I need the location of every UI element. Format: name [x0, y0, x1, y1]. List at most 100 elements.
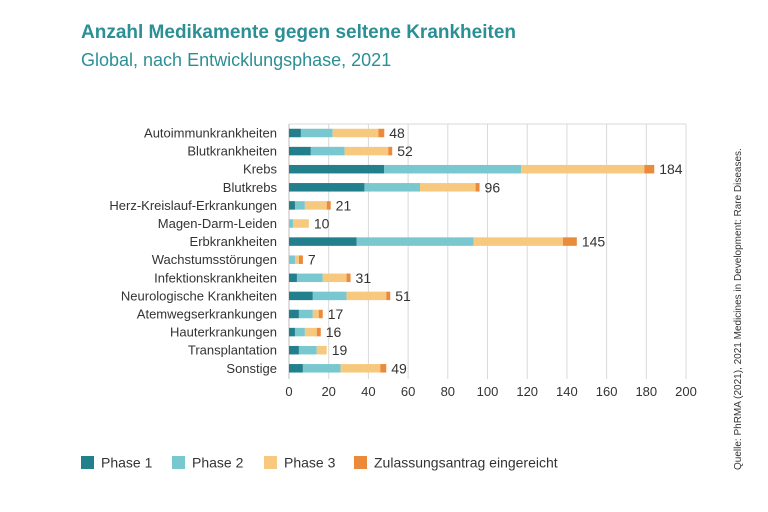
- bar-segment: [312, 309, 319, 319]
- x-axis-ticks: 0 20 40 60 80 100 120 140 160 180 200: [285, 384, 696, 399]
- bar-segment: [289, 309, 299, 319]
- bar-segment: [298, 345, 317, 355]
- bar-segment: [298, 309, 313, 319]
- bar-segment: [289, 327, 295, 337]
- total-label: 145: [582, 234, 606, 250]
- bar-segment: [289, 291, 313, 301]
- bar-segment: [388, 146, 393, 156]
- total-label: 7: [308, 252, 316, 268]
- category-label: Wachstumsstörungen: [152, 252, 277, 267]
- bar-segment: [289, 219, 293, 228]
- bar-segment: [289, 237, 357, 246]
- grid-lines: [288, 123, 687, 379]
- x-tick-label: 140: [556, 384, 578, 399]
- category-label: Sonstige: [226, 361, 277, 376]
- x-tick-label: 80: [441, 384, 455, 399]
- total-label: 19: [332, 342, 348, 358]
- bar-segment: [332, 128, 379, 138]
- bar-segment: [364, 183, 421, 192]
- legend-swatch: [354, 456, 367, 469]
- x-tick-label: 160: [596, 384, 618, 399]
- total-labels: 48 52 184 96 21 10 145 7 31 51 17 16 19 49: [308, 125, 683, 376]
- bar-segment: [304, 327, 317, 337]
- bar-segment: [289, 273, 297, 283]
- category-label: Krebs: [243, 162, 277, 177]
- bar-segment: [289, 146, 311, 156]
- chart-subtitle: Global, nach Entwicklungsphase, 2021: [81, 50, 392, 70]
- bar-segment: [384, 164, 522, 174]
- bar-segment: [289, 364, 303, 373]
- bar-segment: [356, 237, 474, 246]
- bar-segment: [289, 255, 295, 264]
- x-tick-label: 180: [635, 384, 657, 399]
- bar-segment: [289, 128, 301, 138]
- bar-segment: [316, 327, 321, 337]
- bar-segment: [289, 183, 365, 192]
- bar-segment: [346, 273, 351, 283]
- x-tick-label: 200: [675, 384, 697, 399]
- legend: Phase 1 Phase 2 Phase 3 Zulassungsantrag ei…: [81, 455, 558, 471]
- bar-segment: [318, 309, 323, 319]
- legend-swatch: [172, 456, 185, 469]
- bar-segment: [378, 128, 385, 138]
- total-label: 96: [485, 179, 501, 195]
- legend-label: Phase 2: [192, 455, 244, 471]
- total-label: 184: [659, 161, 683, 177]
- total-label: 31: [356, 270, 372, 286]
- legend-label: Phase 3: [284, 455, 336, 471]
- bar-segment: [420, 183, 476, 192]
- legend-label: Phase 1: [101, 455, 153, 471]
- bar-segment: [294, 327, 305, 337]
- x-tick-label: 100: [477, 384, 499, 399]
- category-label: Magen-Darm-Leiden: [158, 216, 277, 231]
- bar-group: [289, 128, 655, 373]
- bar-segment: [289, 345, 299, 355]
- bar-segment: [322, 273, 347, 283]
- bar-segment: [473, 237, 563, 246]
- bar-segment: [346, 291, 387, 301]
- category-label: Atemwegserkrankungen: [137, 307, 277, 322]
- bar-segment: [292, 219, 309, 228]
- total-label: 48: [389, 125, 405, 141]
- bar-segment: [298, 255, 303, 264]
- category-label: Neurologische Krankheiten: [121, 288, 277, 303]
- bar-segment: [300, 128, 333, 138]
- legend-swatch: [264, 456, 277, 469]
- bar-segment: [302, 364, 341, 373]
- category-label: Infektionskrankheiten: [154, 270, 277, 285]
- x-tick-label: 20: [321, 384, 335, 399]
- bar-segment: [289, 201, 295, 210]
- chart-title: Anzahl Medikamente gegen seltene Krankhe…: [81, 22, 517, 43]
- category-label: Erbkrankheiten: [190, 234, 277, 249]
- category-labels: Autoimmunkrankheiten Blutkrankheiten Krebs…: [109, 126, 277, 376]
- category-label: Transplantation: [188, 343, 277, 358]
- bar-segment: [644, 164, 655, 174]
- source-note: Quelle: PhRMA (2021), 2021 Medicines in …: [733, 148, 744, 470]
- total-label: 52: [397, 143, 413, 159]
- bar-segment: [386, 291, 391, 301]
- bar-segment: [289, 164, 385, 174]
- bar-segment: [521, 164, 645, 174]
- bar-segment: [326, 201, 331, 210]
- bar-segment: [562, 237, 577, 246]
- category-label: Blutkrankheiten: [187, 144, 277, 159]
- x-tick-label: 40: [361, 384, 375, 399]
- bar-segment: [312, 291, 347, 301]
- bar-segment: [380, 364, 387, 373]
- legend-swatch: [81, 456, 94, 469]
- category-label: Hauterkrankungen: [170, 325, 277, 340]
- bar-segment: [310, 146, 345, 156]
- bar-segment: [316, 345, 327, 355]
- total-label: 21: [336, 197, 352, 213]
- total-label: 16: [326, 324, 342, 340]
- total-label: 51: [395, 288, 411, 304]
- category-label: Herz-Kreislauf-Erkrankungen: [109, 198, 277, 213]
- bar-segment: [475, 183, 480, 192]
- total-label: 49: [391, 360, 407, 376]
- legend-label: Zulassungsantrag eingereicht: [374, 455, 558, 471]
- bar-segment: [294, 201, 305, 210]
- bar-segment: [304, 201, 327, 210]
- category-label: Blutkrebs: [223, 180, 278, 195]
- bar-segment: [344, 146, 389, 156]
